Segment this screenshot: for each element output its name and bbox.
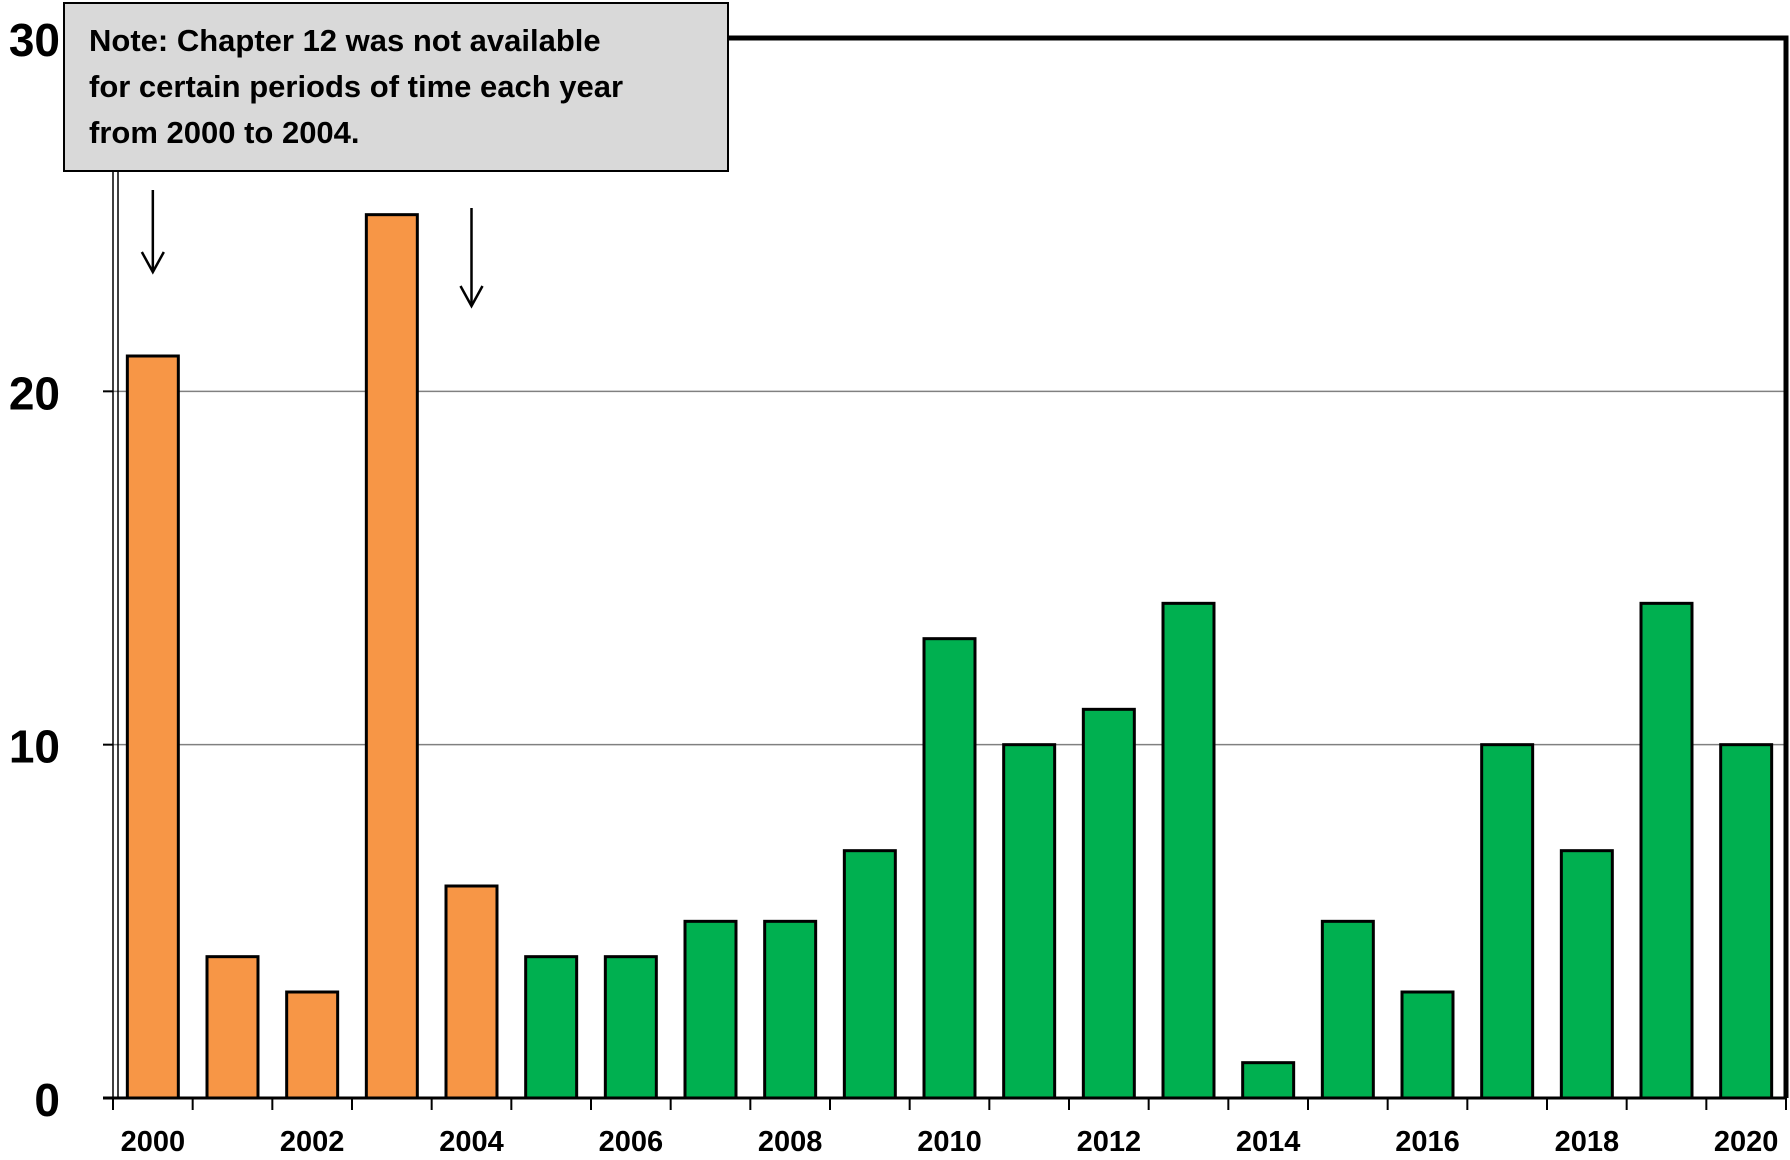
annotation-arrows bbox=[140, 190, 484, 309]
bar-2001 bbox=[205, 955, 260, 1100]
y-tick-labels: 0 10 20 30 bbox=[9, 14, 60, 1126]
x-tick-label-2018: 2018 bbox=[1555, 1126, 1620, 1158]
bar-2007 bbox=[683, 919, 738, 1100]
x-tick-label-2006: 2006 bbox=[599, 1126, 664, 1158]
bar-2005 bbox=[524, 955, 579, 1100]
bar-2019 bbox=[1639, 601, 1694, 1100]
x-tick-labels: 2000 2002 2004 2006 2008 2010 2012 2014 2016 2018… bbox=[121, 1126, 1779, 1158]
annotation-arrow-2000 bbox=[140, 190, 165, 275]
bar-2006 bbox=[603, 955, 658, 1100]
x-tick-label-2010: 2010 bbox=[917, 1126, 982, 1158]
annotation-note: Note: Chapter 12 was not available for c… bbox=[63, 2, 729, 172]
x-tick-label-2008: 2008 bbox=[758, 1126, 823, 1158]
y-tick-label-30: 30 bbox=[9, 14, 60, 66]
bar-2015 bbox=[1320, 919, 1375, 1100]
plot-frame bbox=[700, 35, 1789, 1098]
x-tick-label-2014: 2014 bbox=[1236, 1126, 1301, 1158]
bar-2002 bbox=[285, 990, 340, 1100]
annotation-arrow-2004 bbox=[459, 208, 484, 309]
bar-2018 bbox=[1559, 849, 1614, 1100]
bar-2013 bbox=[1161, 601, 1216, 1100]
bar-2003 bbox=[364, 213, 419, 1100]
bar-2008 bbox=[763, 919, 818, 1100]
axes bbox=[103, 37, 1787, 1110]
y-tick-label-20: 20 bbox=[9, 367, 60, 419]
bar-2020 bbox=[1719, 743, 1774, 1100]
bar-2016 bbox=[1400, 990, 1455, 1100]
bar-2004 bbox=[444, 884, 499, 1100]
x-tick-label-2000: 2000 bbox=[121, 1126, 186, 1158]
x-tick-label-2012: 2012 bbox=[1077, 1126, 1142, 1158]
y-tick-label-10: 10 bbox=[9, 721, 60, 773]
y-tick-label-0: 0 bbox=[34, 1074, 60, 1126]
bar-2014 bbox=[1241, 1061, 1296, 1100]
bar-2011 bbox=[1002, 743, 1057, 1100]
bar-2017 bbox=[1480, 743, 1535, 1100]
x-tick-label-2004: 2004 bbox=[439, 1126, 504, 1158]
bar-2012 bbox=[1081, 707, 1136, 1100]
bars bbox=[125, 213, 1774, 1100]
bar-2010 bbox=[922, 637, 977, 1100]
bar-2009 bbox=[842, 849, 897, 1100]
x-tick-label-2016: 2016 bbox=[1395, 1126, 1460, 1158]
x-tick-label-2002: 2002 bbox=[280, 1126, 345, 1158]
x-tick-label-2020: 2020 bbox=[1714, 1126, 1779, 1158]
bar-2000 bbox=[125, 354, 180, 1100]
